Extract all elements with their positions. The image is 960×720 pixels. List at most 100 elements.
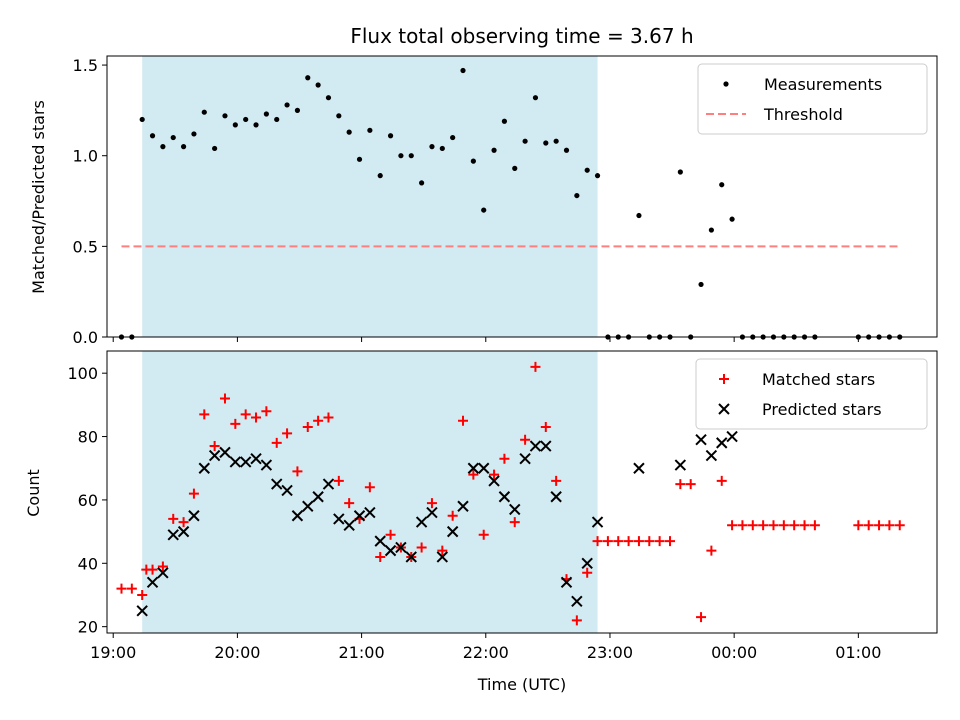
matched-stars-point <box>458 415 469 426</box>
predicted-stars-point <box>322 478 335 490</box>
predicted-stars-point <box>581 557 593 569</box>
predicted-stars-point <box>271 478 283 490</box>
predicted-stars-point <box>405 551 417 563</box>
predicted-stars-point <box>374 535 386 547</box>
measurements-point <box>191 131 197 137</box>
x-tick-label: 21:00 <box>339 643 385 662</box>
predicted-stars-point <box>457 500 469 512</box>
matched-stars-point <box>168 513 179 524</box>
matched-stars-point <box>147 564 158 575</box>
matched-stars-point <box>602 536 613 547</box>
matched-stars-point <box>385 529 396 540</box>
measurements-point <box>201 109 207 115</box>
measurements-point <box>387 133 394 139</box>
predicted-stars-point <box>302 500 314 512</box>
measurements-point <box>460 67 466 74</box>
matched-stars-point <box>178 517 189 528</box>
bottom-axes-frame <box>106 350 938 634</box>
matched-stars-point <box>157 561 168 572</box>
matched-stars-point <box>489 469 500 480</box>
predicted-stars-point <box>343 519 355 531</box>
matched-stars-point <box>530 361 541 372</box>
matched-stars-point <box>727 520 738 531</box>
matched-stars-point <box>623 536 634 547</box>
predicted-stars-point <box>560 576 573 589</box>
matched-stars-point <box>664 536 675 547</box>
predicted-stars-point <box>177 525 190 538</box>
predicted-stars-point <box>395 541 407 554</box>
bottom-y-tick-label: 80 <box>78 428 98 447</box>
measurements-point <box>522 138 528 144</box>
matched-stars-point <box>199 409 210 420</box>
x-tick-label: 01:00 <box>835 643 881 662</box>
matched-stars-point <box>375 551 386 562</box>
measurements-point <box>222 113 228 119</box>
top-y-tick-label: 1.0 <box>73 147 98 166</box>
measurements-point <box>553 138 559 144</box>
top-panel: 0.0 0.5 1.0 1.5 Measurements Threshold <box>73 55 938 347</box>
predicted-stars-point <box>146 576 159 589</box>
predicted-stars-point <box>229 456 242 468</box>
matched-stars-point <box>696 612 707 623</box>
measurements-point <box>594 173 601 179</box>
measurements-point <box>149 133 156 139</box>
predicted-stars-point <box>250 453 262 465</box>
matched-stars-point <box>809 520 820 531</box>
matched-stars-point <box>364 482 375 493</box>
matched-stars-point <box>499 453 510 464</box>
measurements-point <box>263 111 269 117</box>
measurements-point <box>543 140 549 146</box>
matched-stars-point <box>778 520 789 531</box>
matched-stars-point <box>853 520 864 531</box>
matched-stars-point <box>188 488 199 499</box>
legend-matched-swatch <box>719 374 729 384</box>
predicted-stars-point <box>136 605 148 617</box>
predicted-stars-point <box>550 491 562 503</box>
predicted-stars-point <box>695 434 707 446</box>
legend-label: Predicted stars <box>762 400 882 419</box>
x-tick-label: 23:00 <box>587 643 633 662</box>
matched-stars-point <box>282 428 293 439</box>
measurements-point <box>232 122 238 128</box>
predicted-stars-point <box>436 551 449 563</box>
measurements-point <box>170 134 176 141</box>
measurements-point <box>315 82 321 88</box>
top-y-tick-label: 0.0 <box>73 328 98 347</box>
bottom-legend-box <box>695 358 928 430</box>
matched-stars-point <box>126 583 137 594</box>
measurements-point <box>698 281 704 288</box>
measurements-point <box>512 165 518 171</box>
predicted-stars-point <box>198 462 210 474</box>
predicted-stars-point <box>260 459 273 471</box>
measurements-point <box>636 212 642 219</box>
matched-stars-point <box>894 520 905 531</box>
predicted-stars-point <box>633 462 645 474</box>
bottom-y-tick-label: 20 <box>78 618 98 637</box>
matched-stars-point <box>706 545 717 556</box>
measurements-point <box>563 147 570 153</box>
predicted-stars-point <box>167 529 179 541</box>
measurements-point <box>408 153 414 159</box>
matched-stars-point <box>633 536 644 547</box>
measurements-point <box>719 182 725 188</box>
matched-stars-point <box>799 520 810 531</box>
measurements-point <box>677 169 683 175</box>
matched-stars-point <box>426 498 437 509</box>
matched-stars-point <box>271 437 282 448</box>
matched-stars-point <box>261 406 272 417</box>
predicted-stars-point <box>312 491 324 503</box>
matched-stars-point <box>874 520 885 531</box>
measurements-point <box>243 116 249 123</box>
predicted-stars-point <box>426 506 438 519</box>
top-y-axis-title: Matched/Predicted stars <box>29 100 48 294</box>
matched-stars-point <box>209 441 220 452</box>
x-axis-title: Time (UTC) <box>477 675 566 694</box>
measurements-point <box>377 173 383 179</box>
predicted-stars-point <box>446 525 459 538</box>
measurements-point <box>253 122 259 128</box>
predicted-stars-point <box>353 510 366 522</box>
bottom-y-axis-title: Count <box>24 469 43 517</box>
measurements-point <box>284 102 290 108</box>
measurements-point <box>160 144 166 150</box>
